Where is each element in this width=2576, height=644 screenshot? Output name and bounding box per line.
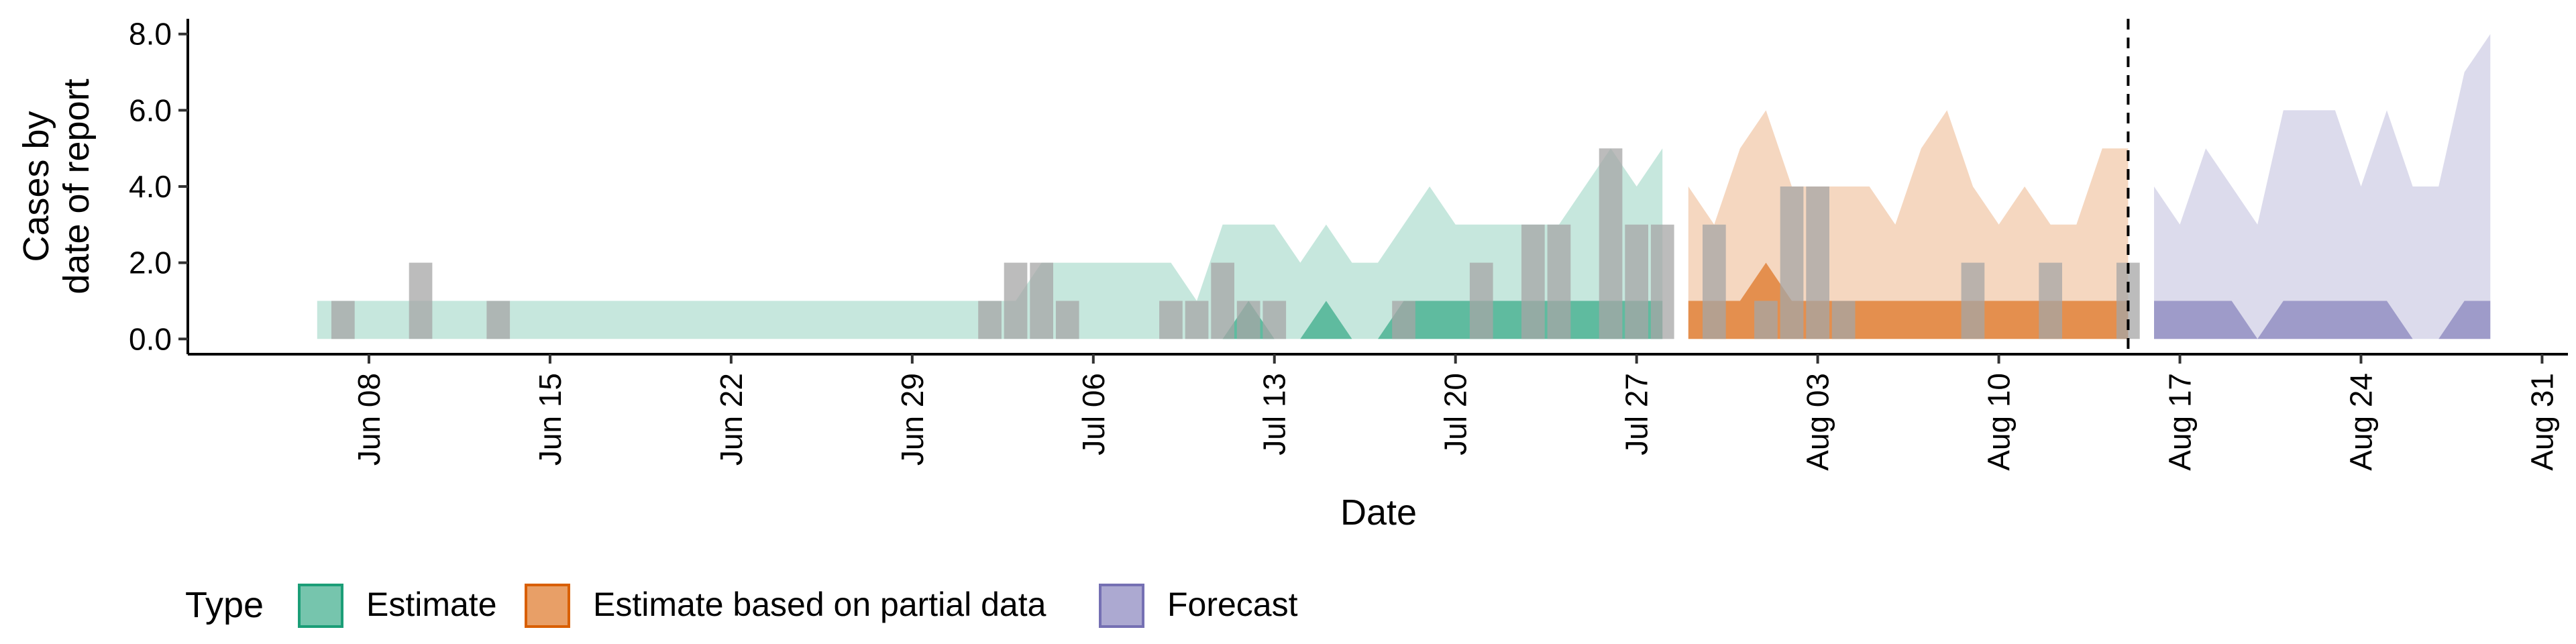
estimate-inner-band bbox=[317, 301, 1663, 339]
prediction-bands bbox=[317, 34, 2491, 339]
x-tick-label: Jun 08 bbox=[352, 373, 386, 466]
reported-case-bar bbox=[1055, 301, 1079, 339]
reported-case-bar bbox=[1263, 301, 1287, 339]
reported-case-bar bbox=[1547, 224, 1571, 339]
reported-case-bar bbox=[1159, 301, 1183, 339]
x-tick-label: Aug 31 bbox=[2524, 373, 2559, 471]
legend-label: Forecast bbox=[1167, 586, 1298, 623]
legend: Type Estimate Estimate based on partial da… bbox=[185, 584, 1298, 628]
legend-key bbox=[298, 584, 343, 628]
reported-case-bar bbox=[409, 262, 433, 339]
legend-key bbox=[525, 584, 570, 628]
x-tick-label: Aug 24 bbox=[2343, 373, 2378, 471]
reported-case-bar bbox=[1650, 224, 1674, 339]
reported-case-bar bbox=[1599, 148, 1623, 339]
forecast-outer-band bbox=[2154, 34, 2491, 339]
y-axis-title-line: Cases by bbox=[16, 111, 56, 262]
x-tick-label: Jun 15 bbox=[533, 373, 568, 466]
y-tick-label: 8.0 bbox=[129, 17, 172, 52]
reported-case-bar bbox=[1392, 301, 1415, 339]
x-tick-label: Jun 22 bbox=[714, 373, 749, 466]
x-tick-label: Jul 06 bbox=[1076, 373, 1111, 455]
reported-case-bar bbox=[1703, 224, 1726, 339]
reported-case-bar bbox=[1521, 224, 1545, 339]
reported-case-bar bbox=[1236, 301, 1260, 339]
y-tick-label: 0.0 bbox=[129, 321, 172, 356]
y-axis-title: Cases by date of report bbox=[16, 78, 97, 294]
legend-label: Estimate bbox=[366, 586, 497, 623]
x-tick-label: Jul 27 bbox=[1619, 373, 1654, 455]
x-tick-label: Jun 29 bbox=[895, 373, 930, 466]
reported-case-bar bbox=[486, 301, 511, 339]
y-tick-label: 6.0 bbox=[129, 93, 172, 127]
reported-case-bar bbox=[1961, 262, 1985, 339]
reported-case-bar bbox=[1004, 262, 1028, 339]
estimate-outer-band bbox=[317, 148, 1663, 339]
reported-case-bar bbox=[2039, 262, 2062, 339]
x-axis-title: Date bbox=[1340, 492, 1417, 533]
reported-case-bar bbox=[1211, 262, 1234, 339]
forecast-inner-band bbox=[2154, 301, 2491, 339]
legend-key bbox=[1099, 584, 1144, 628]
x-tick-label: Jul 13 bbox=[1257, 373, 1292, 455]
x-tick-label: Aug 03 bbox=[1801, 373, 1835, 471]
reported-case-bar bbox=[1754, 301, 1778, 339]
reported-case-bar bbox=[1030, 262, 1053, 339]
y-axis-title-line: date of report bbox=[56, 78, 97, 294]
reported-case-bar bbox=[331, 301, 355, 339]
reported-case-bar bbox=[1185, 301, 1209, 339]
reported-case-bar bbox=[978, 301, 1002, 339]
reported-case-bar bbox=[1780, 186, 1804, 339]
legend-label: Estimate based on partial data bbox=[593, 586, 1046, 623]
reported-case-bar bbox=[1806, 186, 1829, 339]
reported-case-bar bbox=[1625, 224, 1648, 339]
axes: 0.0 2.0 4.0 6.0 8.0 Jun 08 Jun 15 Jun 22 Jun 29 J… bbox=[129, 17, 2568, 471]
legend-title: Type bbox=[185, 585, 264, 625]
x-tick-label: Aug 17 bbox=[2163, 373, 2198, 471]
reported-case-bar bbox=[1831, 301, 1856, 339]
y-tick-label: 4.0 bbox=[129, 169, 172, 204]
reported-case-bar bbox=[1469, 262, 1493, 339]
x-tick-label: Jul 20 bbox=[1438, 373, 1473, 455]
y-tick-label: 2.0 bbox=[129, 246, 172, 280]
x-tick-label: Aug 10 bbox=[1982, 373, 2017, 471]
